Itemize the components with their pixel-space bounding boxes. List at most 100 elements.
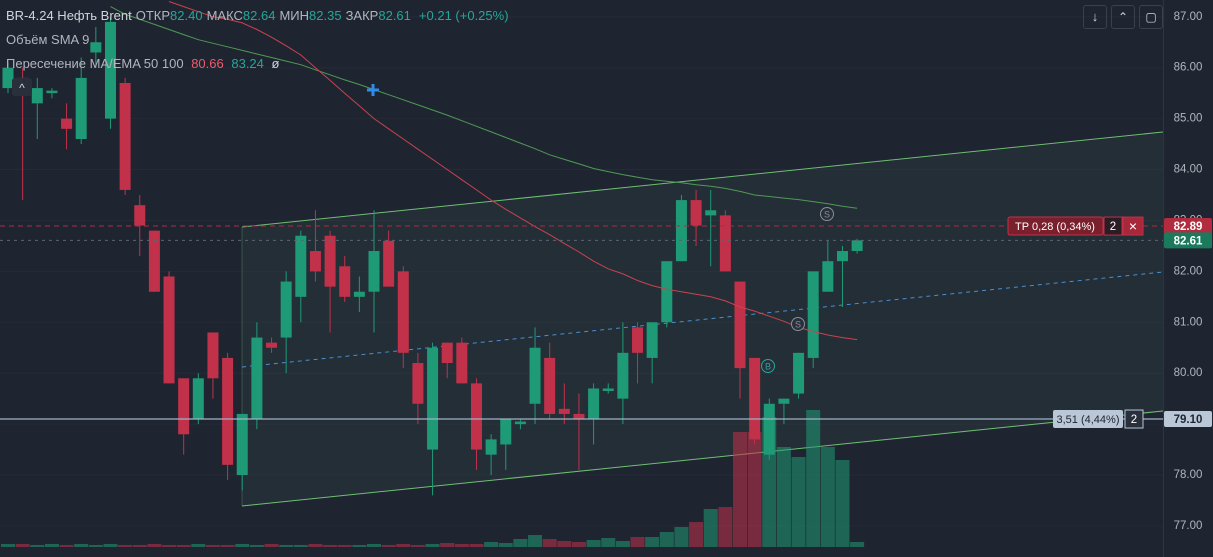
volume-bar (718, 507, 733, 547)
volume-bar (820, 447, 835, 547)
volume-bar (74, 544, 89, 547)
volume-bar (367, 544, 381, 547)
volume-bar (396, 544, 411, 547)
candle-body (851, 240, 863, 252)
volume-bar (747, 432, 762, 547)
signal-label: B (765, 361, 771, 371)
volume-bar (293, 545, 308, 547)
candle-body (280, 281, 292, 338)
indicator-name: Пересечение MA/EMA 50 100 (6, 56, 184, 71)
candle-body (690, 200, 702, 226)
y-tick-label: 78.00 (1174, 469, 1203, 481)
candle-body (675, 200, 687, 262)
candle-body (514, 421, 526, 425)
field-value: 82.64 (242, 8, 276, 23)
candle-body (192, 378, 204, 420)
toolbar: ↓ ⌃ ▢ (1083, 5, 1163, 29)
candle-body (266, 342, 278, 348)
candle-body (368, 251, 380, 292)
maximize-button[interactable]: ▢ (1139, 5, 1163, 29)
volume-bar (835, 460, 850, 547)
volume-bar (469, 544, 484, 547)
candle-body (661, 261, 673, 323)
volume-bar (410, 545, 425, 547)
candle-body (632, 327, 644, 353)
volume-bar (176, 545, 191, 547)
volume-bar (147, 544, 162, 547)
volume-bar (15, 544, 30, 547)
candle-body (573, 413, 585, 420)
candle-body (719, 215, 731, 272)
y-tick-label: 87.00 (1174, 11, 1203, 23)
candle-body (104, 21, 116, 119)
candle-body (427, 347, 439, 450)
volume-bar (44, 544, 59, 547)
candle-body (119, 82, 131, 190)
collapse-button[interactable]: ^ (12, 78, 32, 96)
field-value: 82.61 (378, 8, 411, 23)
position-box (1053, 410, 1123, 429)
volume-bar (630, 537, 645, 547)
volume-bar (791, 457, 806, 547)
volume-bar (235, 544, 250, 547)
volume-bar (776, 447, 791, 547)
pitchfork-area (242, 133, 1163, 506)
price-label: 82.89 (1174, 221, 1203, 233)
position-qty: 2 (1131, 414, 1137, 426)
indicator-value: 80.66 (191, 56, 224, 71)
volume-bar (205, 545, 220, 547)
indicator-symbol: ø (271, 56, 280, 71)
position-label: 3,51 (4,44%) (1057, 414, 1120, 426)
candle-body (412, 363, 424, 404)
volume-bar (850, 542, 865, 547)
tp-close-box[interactable] (1122, 216, 1144, 236)
candle-body (236, 413, 248, 476)
volume-bar (381, 545, 396, 547)
volume-bar (1, 544, 15, 547)
indicator-cross: Пересечение MA/EMA 50 100 80.66 83.24 ø (6, 56, 283, 71)
volume-bar (674, 527, 689, 547)
volume-bar (352, 545, 367, 547)
candle-body (470, 383, 482, 450)
candle-body (456, 342, 468, 384)
field-label: ОТКР (135, 8, 171, 23)
tp-label: TP 0,28 (0,34%) (1015, 221, 1095, 233)
volume-bar (337, 545, 352, 547)
signal-label: S (824, 209, 830, 219)
candle-body (617, 352, 629, 399)
candle-body (383, 240, 395, 287)
volume-bar (323, 545, 338, 547)
symbol: BR-4.24 Нефть Brent (6, 8, 132, 23)
volume-bar (659, 532, 674, 547)
volume-bar (220, 545, 235, 547)
candle-body (836, 251, 848, 262)
volume-bar (191, 544, 206, 547)
tp-box (1007, 216, 1104, 236)
header-row: BR-4.24 Нефть Brent ОТКР82.40 МАКС82.64 МИН… (6, 8, 513, 23)
grid (0, 16, 1163, 527)
candle-body (793, 352, 805, 394)
candle-body (61, 118, 73, 129)
candle-body (500, 419, 512, 445)
volume-bar (249, 545, 264, 547)
y-tick-label: 85.00 (1174, 113, 1203, 125)
volume-bar (118, 545, 133, 547)
crosshair-marker (367, 84, 379, 96)
ohlc: ОТКР82.40 МАКС82.64 МИН82.35 ЗАКР82.61 (136, 8, 415, 23)
candle-body (749, 357, 761, 440)
volume-bar (454, 544, 469, 547)
move-down-button[interactable]: ↓ (1083, 5, 1107, 29)
candle-body (163, 276, 175, 384)
volume-bar (806, 410, 821, 547)
collapse-all-button[interactable]: ⌃ (1111, 5, 1135, 29)
price-label-box (1164, 411, 1212, 428)
indicator-name: Объём SMA 9 (6, 32, 90, 47)
volume-bar (484, 542, 499, 547)
candle-body (544, 357, 556, 414)
y-tick-label: 81.00 (1174, 316, 1203, 328)
candle-body (588, 388, 600, 420)
volume-bar (689, 522, 704, 547)
candle-body (222, 357, 234, 465)
